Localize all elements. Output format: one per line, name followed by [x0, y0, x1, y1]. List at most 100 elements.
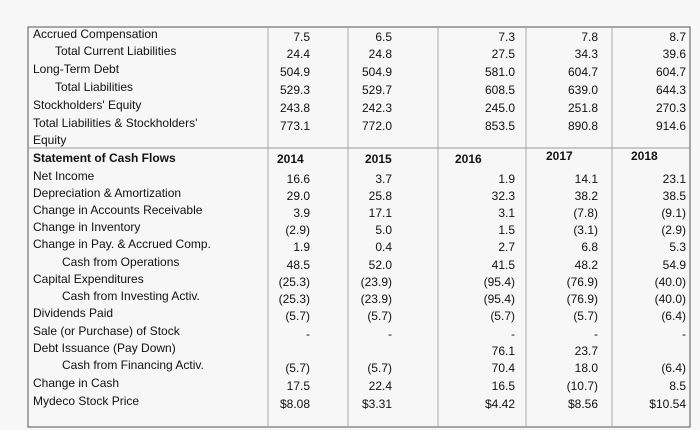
- cell-depreciation-amortization-col4: 38.2: [574, 189, 598, 203]
- cell-cash-from-investing-activ-col4: (76.9): [566, 292, 598, 306]
- year-header-2017: 2017: [546, 149, 573, 163]
- cell-mydeco-stock-price-col5: $10.54: [649, 397, 686, 411]
- cell-cash-from-investing-activ-col2: (23.9): [360, 292, 392, 306]
- cell-accrued-compensation-col5: 8.7: [669, 30, 686, 44]
- cell-change-in-cash-col1: 17.5: [286, 379, 310, 393]
- row-label-dividends-paid: Dividends Paid: [33, 306, 114, 320]
- cell-debt-issuance-pay-down-col4: 23.7: [574, 344, 598, 358]
- cell-total-current-liabilities-col1: 24.4: [286, 47, 310, 61]
- cell-accrued-compensation-col1: 7.5: [293, 30, 310, 44]
- cell-total-liabilities-col2: 529.7: [361, 83, 392, 97]
- cell-change-in-cash-col4: (10.7): [566, 379, 598, 393]
- cell-stockholders-equity-col1: 243.8: [279, 101, 310, 115]
- row-label-total-liabilities: Total Liabilities: [55, 80, 134, 94]
- cell-depreciation-amortization-col3: 32.3: [491, 189, 515, 203]
- cell-mydeco-stock-price-col4: $8.56: [567, 397, 598, 411]
- cell-change-in-inventory-col1: (2.9): [285, 223, 310, 237]
- cell-change-in-accounts-receivable-col4: (7.8): [573, 206, 598, 220]
- cell-long-term-debt-col3: 581.0: [484, 65, 515, 79]
- cell-total-current-liabilities-col4: 34.3: [574, 47, 598, 61]
- row-label-change-in-accounts-receivable: Change in Accounts Receivable: [33, 203, 203, 217]
- row-label-sale-or-purchase-of-stock: Sale (or Purchase) of Stock: [33, 324, 180, 338]
- cell-accrued-compensation-col2: 6.5: [375, 30, 392, 44]
- cell-sale-or-purchase-of-stock-col5: -: [682, 327, 686, 341]
- cell-debt-issuance-pay-down-col3: 76.1: [491, 344, 515, 358]
- cell-change-in-inventory-col5: (2.9): [661, 223, 686, 237]
- cell-mydeco-stock-price-col1: $8.08: [279, 397, 310, 411]
- cell-cash-from-investing-activ-col3: (95.4): [483, 292, 515, 306]
- cell-capital-expenditures-col5: (40.0): [654, 275, 686, 289]
- year-header-2016: 2016: [455, 152, 482, 166]
- cell-depreciation-amortization-col5: 38.5: [662, 189, 686, 203]
- cell-cash-from-operations-col4: 48.2: [574, 258, 598, 272]
- cell-cash-from-financing-activ-col4: 18.0: [574, 361, 598, 375]
- cell-total-current-liabilities-col2: 24.8: [368, 47, 392, 61]
- cell-dividends-paid-col1: (5.7): [285, 309, 310, 323]
- cell-change-in-inventory-col4: (3.1): [573, 223, 598, 237]
- cell-net-income-col1: 16.6: [286, 172, 310, 186]
- cell-net-income-col2: 3.7: [375, 172, 392, 186]
- cell-change-in-cash-col5: 8.5: [669, 379, 686, 393]
- row-label-change-in-cash: Change in Cash: [33, 376, 120, 390]
- cell-cash-from-financing-activ-col1: (5.7): [285, 361, 310, 375]
- row-label-cash-from-investing-activ: Cash from Investing Activ.: [62, 289, 200, 303]
- row-label-cash-from-financing-activ: Cash from Financing Activ.: [62, 358, 204, 372]
- cell-net-income-col3: 1.9: [498, 172, 515, 186]
- cell-cash-from-operations-col3: 41.5: [491, 258, 515, 272]
- cell-change-in-cash-col2: 22.4: [368, 379, 392, 393]
- cell-total-liabilities-stockholders-col2: 772.0: [361, 119, 392, 133]
- cell-dividends-paid-col2: (5.7): [367, 309, 392, 323]
- cell-total-liabilities-stockholders-col4: 890.8: [567, 119, 598, 133]
- cell-stockholders-equity-col4: 251.8: [567, 101, 598, 115]
- cell-capital-expenditures-col2: (23.9): [360, 275, 392, 289]
- cell-cash-from-operations-col2: 52.0: [368, 258, 392, 272]
- row-label-equity: Equity: [33, 133, 67, 147]
- row-label-long-term-debt: Long-Term Debt: [33, 62, 120, 76]
- cell-total-liabilities-col5: 644.3: [655, 83, 686, 97]
- year-header-2014: 2014: [277, 152, 304, 166]
- cell-accrued-compensation-col3: 7.3: [498, 30, 515, 44]
- row-label-total-current-liabilities: Total Current Liabilities: [55, 44, 177, 58]
- cell-dividends-paid-col5: (6.4): [661, 309, 686, 323]
- cell-change-in-pay-accrued-comp-col5: 5.3: [669, 240, 686, 254]
- cell-long-term-debt-col4: 604.7: [567, 65, 598, 79]
- row-label-change-in-pay-accrued-comp: Change in Pay. & Accrued Comp.: [33, 237, 211, 251]
- row-label-depreciation-amortization: Depreciation & Amortization: [33, 186, 182, 200]
- cell-change-in-pay-accrued-comp-col3: 2.7: [498, 240, 515, 254]
- row-label-change-in-inventory: Change in Inventory: [33, 220, 141, 234]
- cell-accrued-compensation-col4: 7.8: [581, 30, 598, 44]
- cell-change-in-pay-accrued-comp-col1: 1.9: [293, 240, 310, 254]
- cell-cash-from-investing-activ-col1: (25.3): [278, 292, 310, 306]
- row-label-total-liabilities-stockholders: Total Liabilities & Stockholders': [33, 116, 198, 130]
- cell-change-in-accounts-receivable-col1: 3.9: [293, 206, 310, 220]
- cell-sale-or-purchase-of-stock-col4: -: [594, 327, 598, 341]
- cell-cash-from-financing-activ-col3: 70.4: [491, 361, 515, 375]
- cell-dividends-paid-col3: (5.7): [490, 309, 515, 323]
- cell-sale-or-purchase-of-stock-col3: -: [511, 327, 515, 341]
- cell-capital-expenditures-col1: (25.3): [278, 275, 310, 289]
- cell-net-income-col4: 14.1: [574, 172, 598, 186]
- cell-mydeco-stock-price-col3: $4.42: [484, 397, 515, 411]
- cell-change-in-inventory-col3: 1.5: [498, 223, 515, 237]
- cell-long-term-debt-col5: 604.7: [655, 65, 686, 79]
- row-label-net-income: Net Income: [33, 169, 95, 183]
- cell-depreciation-amortization-col1: 29.0: [286, 189, 310, 203]
- cell-depreciation-amortization-col2: 25.8: [368, 189, 392, 203]
- row-label-accrued-compensation: Accrued Compensation: [33, 27, 158, 41]
- row-label-capital-expenditures: Capital Expenditures: [33, 272, 144, 286]
- row-label-debt-issuance-pay-down: Debt Issuance (Pay Down): [33, 341, 176, 355]
- cell-change-in-cash-col3: 16.5: [491, 379, 515, 393]
- year-header-2018: 2018: [631, 149, 658, 163]
- cell-mydeco-stock-price-col2: $3.31: [361, 397, 392, 411]
- cell-change-in-inventory-col2: 5.0: [375, 223, 392, 237]
- cell-long-term-debt-col2: 504.9: [361, 65, 392, 79]
- cell-net-income-col5: 23.1: [662, 172, 686, 186]
- cell-total-liabilities-col4: 639.0: [567, 83, 598, 97]
- cell-sale-or-purchase-of-stock-col1: -: [306, 327, 310, 341]
- cell-total-liabilities-col1: 529.3: [279, 83, 310, 97]
- cell-sale-or-purchase-of-stock-col2: -: [388, 327, 392, 341]
- cell-total-liabilities-col3: 608.5: [484, 83, 515, 97]
- cell-capital-expenditures-col3: (95.4): [483, 275, 515, 289]
- cell-cash-from-financing-activ-col5: (6.4): [661, 361, 686, 375]
